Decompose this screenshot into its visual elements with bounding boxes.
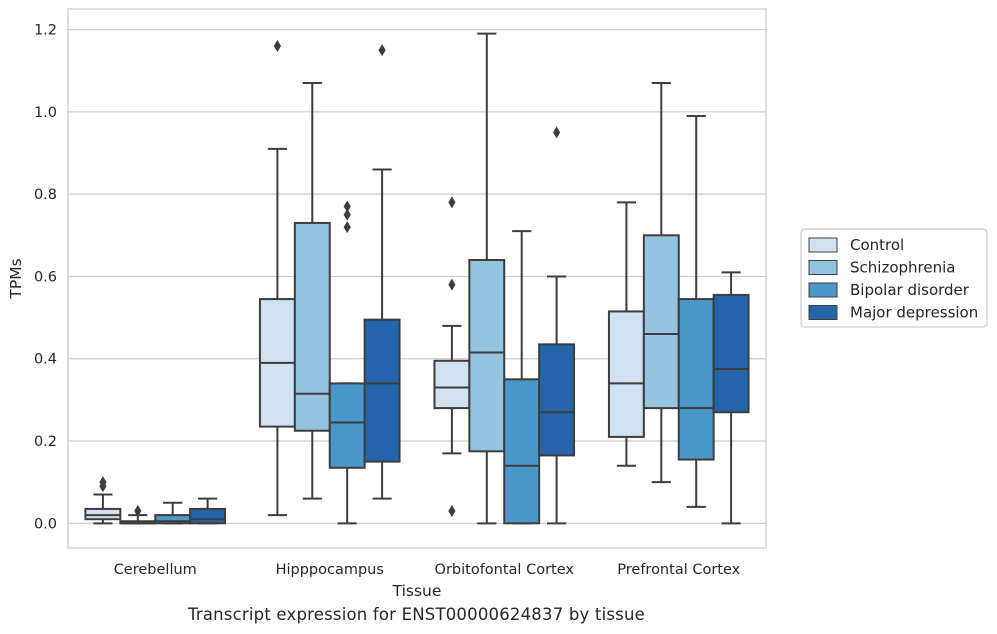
chart-caption: Transcript expression for ENST0000062483…: [188, 605, 645, 624]
y-tick-label: 1.2: [34, 23, 57, 39]
x-axis-label: Tissue: [392, 582, 442, 600]
y-tick-label: 0.2: [34, 434, 57, 450]
plot-frame: [67, 8, 767, 549]
outlier-point: [448, 504, 456, 517]
outlier-point: [448, 196, 456, 209]
box-hipppocampus-control: [258, 40, 296, 517]
legend-swatch: [808, 282, 838, 298]
box-orbitofontal-cortex-major-depression: [538, 126, 576, 525]
legend-label: Control: [850, 236, 904, 254]
y-tick-label: 0.6: [34, 269, 57, 285]
x-tick-label: Orbitofontal Cortex: [435, 562, 575, 578]
box-body: [712, 293, 750, 414]
box-groups: [84, 32, 750, 525]
box-body: [607, 310, 645, 438]
x-tick-label: Cerebellum: [114, 562, 197, 578]
box-body: [503, 378, 541, 525]
legend-frame: [800, 228, 988, 328]
outlier-point: [553, 126, 561, 139]
legend: Control Schizophrenia Bipolar disorder Majo…: [800, 228, 988, 328]
legend-label: Major depression: [850, 304, 978, 322]
legend-label: Schizophrenia: [850, 259, 955, 277]
box-hipppocampus-bipolar-disorder: [328, 200, 366, 525]
box-cerebellum-major-depression: [189, 497, 227, 525]
box-body: [677, 298, 715, 461]
box-body: [642, 234, 680, 410]
x-tick-labels: Cerebellum Hipppocampus Orbitofontal Corte…: [114, 562, 741, 578]
gridlines: [68, 28, 766, 524]
box-body: [328, 382, 366, 469]
legend-swatch: [808, 260, 838, 275]
y-tick-label: 1.0: [34, 105, 57, 121]
y-tick-label: 0.8: [34, 187, 57, 203]
box-prefrontal-cortex-schizophrenia: [642, 82, 680, 484]
legend-label: Bipolar disorder: [850, 281, 970, 299]
box-body: [363, 318, 401, 463]
outlier-point: [99, 476, 107, 489]
box-prefrontal-cortex-bipolar-disorder: [677, 114, 715, 508]
box-orbitofontal-cortex-control: [433, 196, 471, 517]
box-prefrontal-cortex-control: [607, 201, 645, 467]
box-body: [293, 221, 331, 432]
box-cerebellum-schizophrenia: [119, 504, 157, 525]
box-orbitofontal-cortex-schizophrenia: [468, 32, 506, 525]
box-body: [468, 258, 506, 453]
x-tick-label: Hipppocampus: [276, 562, 384, 578]
outlier-point: [273, 40, 281, 53]
box-cerebellum-control: [84, 476, 122, 525]
outlier-point: [343, 208, 351, 221]
x-tick-label: Prefrontal Cortex: [617, 562, 740, 578]
y-tick-label: 0.4: [34, 352, 57, 368]
box-hipppocampus-schizophrenia: [293, 82, 331, 500]
outlier-point: [134, 504, 142, 517]
legend-swatch: [808, 237, 838, 253]
outlier-point: [343, 221, 351, 234]
box-body: [84, 507, 122, 521]
box-body: [433, 359, 471, 410]
box-body: [189, 507, 227, 525]
legend-swatch: [808, 305, 838, 320]
outlier-point: [448, 278, 456, 291]
box-orbitofontal-cortex-bipolar-disorder: [503, 230, 541, 525]
box-prefrontal-cortex-major-depression: [712, 271, 750, 525]
y-tick-labels: 0.0 0.2 0.4 0.6 0.8 1.0 1.2: [34, 23, 57, 533]
box-body: [538, 343, 576, 457]
y-tick-label: 0.0: [34, 516, 57, 532]
outlier-point: [343, 200, 351, 213]
y-axis-label: TPMs: [7, 258, 25, 299]
outlier-point: [378, 44, 386, 57]
box-cerebellum-bipolar-disorder: [154, 501, 192, 525]
box-hipppocampus-major-depression: [363, 44, 401, 500]
